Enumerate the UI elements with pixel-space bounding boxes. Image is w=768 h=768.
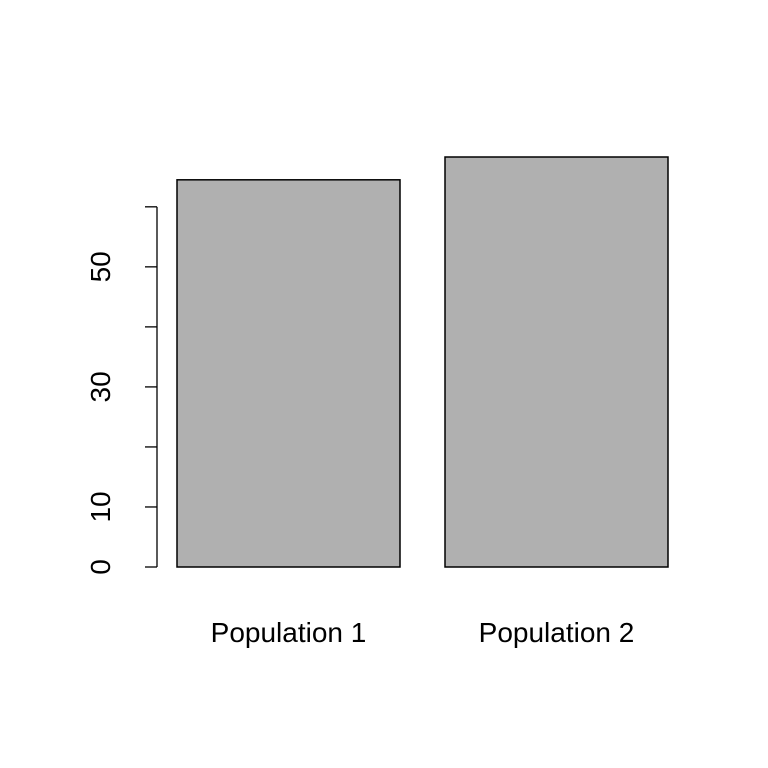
x-tick-label: Population 1	[211, 617, 367, 648]
y-tick-label: 10	[85, 491, 116, 522]
y-tick-label: 0	[85, 559, 116, 575]
y-tick-label: 30	[85, 371, 116, 402]
bar	[444, 156, 669, 568]
y-tick-label: 50	[85, 251, 116, 282]
x-tick-label: Population 2	[479, 617, 635, 648]
bar	[176, 179, 401, 568]
